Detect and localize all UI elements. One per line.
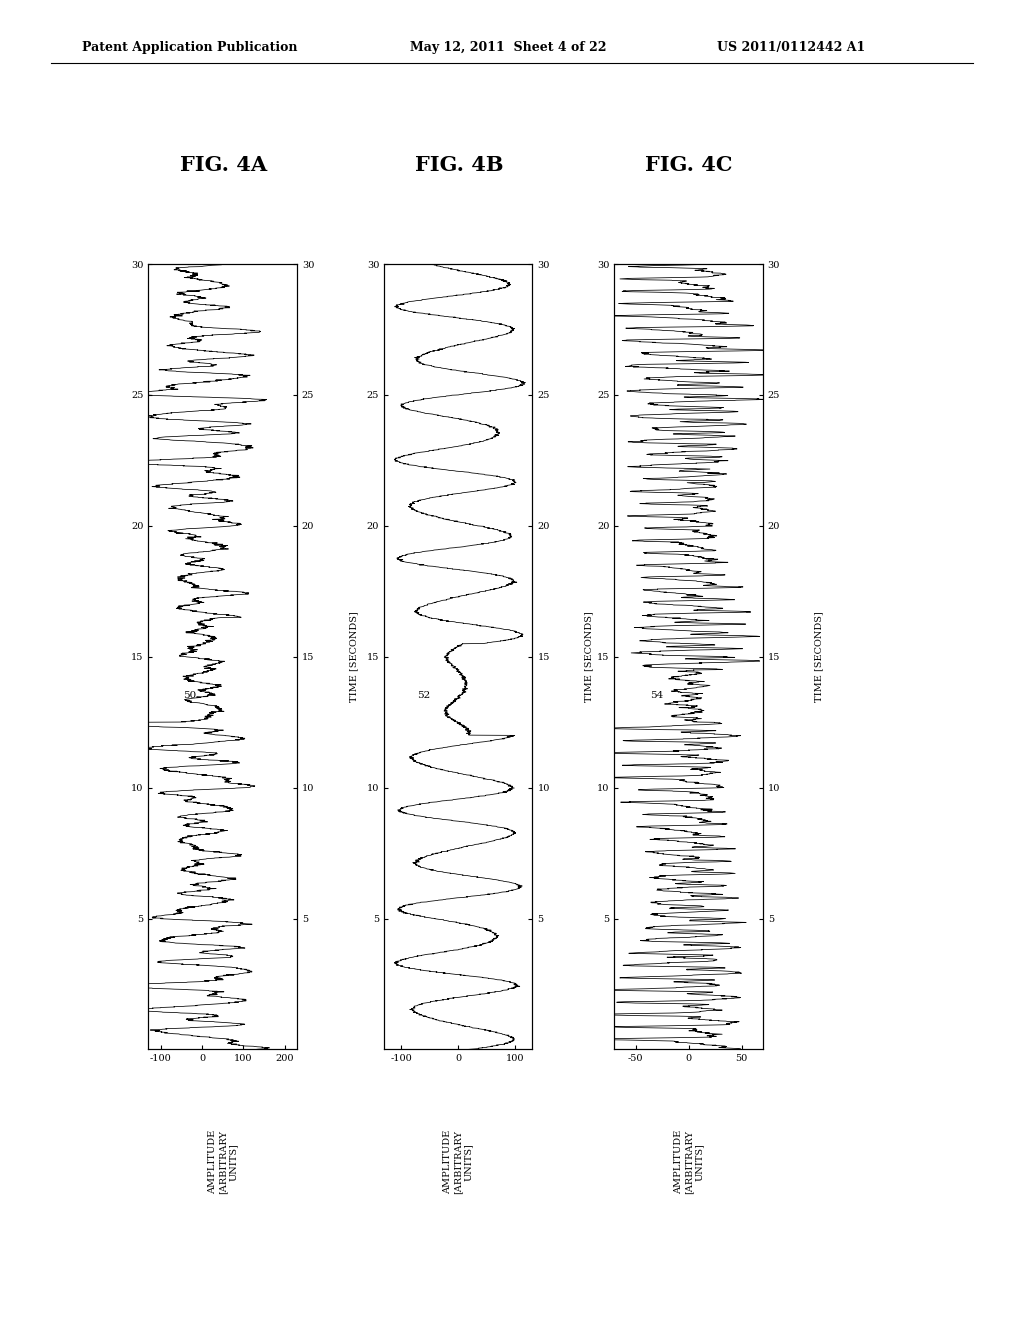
Text: 54: 54 [650,692,664,701]
Text: AMPLITUDE
[ARBITRARY
UNITS]: AMPLITUDE [ARBITRARY UNITS] [674,1130,703,1193]
Text: TIME [SECONDS]: TIME [SECONDS] [349,611,357,702]
Text: AMPLITUDE
[ARBITRARY
UNITS]: AMPLITUDE [ARBITRARY UNITS] [208,1130,238,1193]
Text: TIME [SECONDS]: TIME [SECONDS] [815,611,823,702]
Text: Patent Application Publication: Patent Application Publication [82,41,297,54]
Text: FIG. 4B: FIG. 4B [415,154,503,176]
Text: FIG. 4A: FIG. 4A [179,154,267,176]
Text: AMPLITUDE
[ARBITRARY
UNITS]: AMPLITUDE [ARBITRARY UNITS] [443,1130,473,1193]
Text: 52: 52 [418,692,431,701]
Text: May 12, 2011  Sheet 4 of 22: May 12, 2011 Sheet 4 of 22 [410,41,606,54]
Text: TIME [SECONDS]: TIME [SECONDS] [585,611,593,702]
Text: 50: 50 [183,692,197,701]
Text: FIG. 4C: FIG. 4C [645,154,733,176]
Text: US 2011/0112442 A1: US 2011/0112442 A1 [717,41,865,54]
